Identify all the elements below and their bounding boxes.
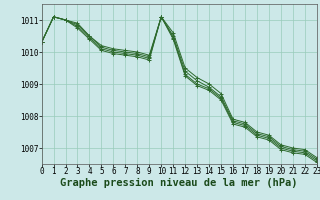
X-axis label: Graphe pression niveau de la mer (hPa): Graphe pression niveau de la mer (hPa) [60,178,298,188]
